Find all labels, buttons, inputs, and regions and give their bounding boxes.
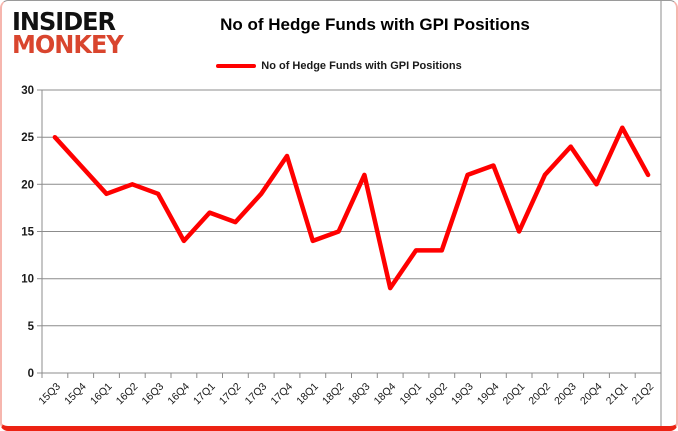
svg-text:19Q4: 19Q4 <box>475 381 502 408</box>
svg-text:16Q1: 16Q1 <box>88 381 115 408</box>
svg-text:16Q4: 16Q4 <box>165 381 192 408</box>
svg-text:20Q1: 20Q1 <box>501 381 528 408</box>
svg-text:20Q3: 20Q3 <box>552 381 579 408</box>
svg-text:16Q2: 16Q2 <box>114 381 141 408</box>
svg-text:0: 0 <box>28 368 34 380</box>
svg-text:5: 5 <box>28 321 35 333</box>
svg-text:17Q1: 17Q1 <box>191 381 218 408</box>
svg-text:19Q1: 19Q1 <box>397 381 424 408</box>
series-line <box>52 125 651 291</box>
logo-word-monkey: MONKEY <box>12 29 124 60</box>
chart-title: No of Hedge Funds with GPI Positions <box>220 15 530 34</box>
legend-label: No of Hedge Funds with GPI Positions <box>261 60 462 72</box>
svg-text:21Q2: 21Q2 <box>630 381 657 408</box>
svg-text:30: 30 <box>21 85 34 97</box>
svg-text:19Q3: 19Q3 <box>449 381 476 408</box>
svg-text:20: 20 <box>21 179 34 191</box>
logo-word-insider: INSIDER <box>12 6 116 37</box>
svg-text:16Q3: 16Q3 <box>140 381 167 408</box>
svg-text:20Q4: 20Q4 <box>578 381 605 408</box>
svg-text:18Q1: 18Q1 <box>294 381 321 408</box>
svg-text:18Q3: 18Q3 <box>346 381 373 408</box>
svg-text:20Q2: 20Q2 <box>526 381 553 408</box>
svg-text:17Q3: 17Q3 <box>243 381 270 408</box>
svg-text:15Q3: 15Q3 <box>36 381 63 408</box>
svg-text:15: 15 <box>21 227 34 239</box>
svg-text:15Q4: 15Q4 <box>62 381 89 408</box>
svg-text:17Q2: 17Q2 <box>217 381 244 408</box>
svg-text:17Q4: 17Q4 <box>268 381 295 408</box>
insider-monkey-logo: INSIDER MONKEY <box>12 6 152 60</box>
svg-text:18Q2: 18Q2 <box>320 381 347 408</box>
svg-text:25: 25 <box>21 132 34 144</box>
svg-text:19Q2: 19Q2 <box>423 381 450 408</box>
legend-line-swatch <box>216 64 257 68</box>
svg-text:10: 10 <box>21 274 34 286</box>
svg-text:18Q4: 18Q4 <box>372 381 399 408</box>
svg-text:21Q1: 21Q1 <box>604 381 631 408</box>
chart-legend: No of Hedge Funds with GPI Positions <box>2 60 676 72</box>
